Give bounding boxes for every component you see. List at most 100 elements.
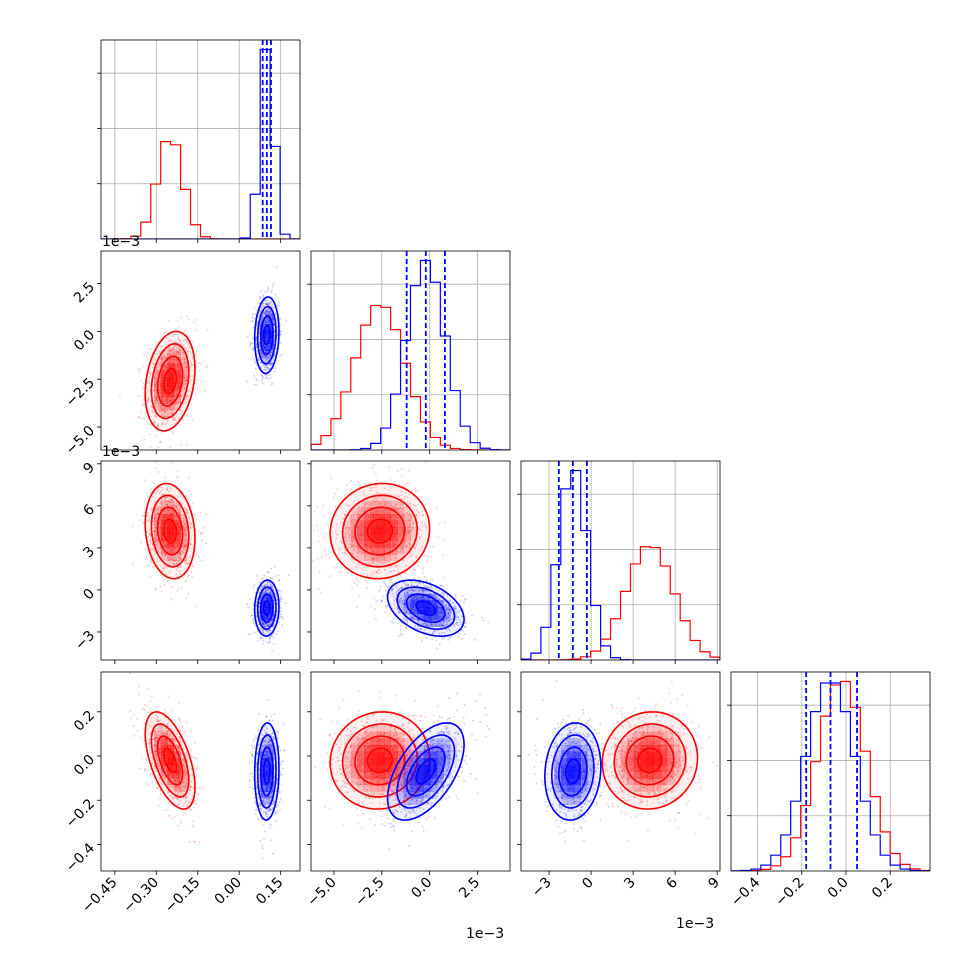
- contour-series-0: [613, 723, 687, 798]
- panel-frame: [100, 460, 301, 661]
- panel-1-1: [307, 250, 511, 454]
- contour-series-0: [150, 342, 190, 420]
- x-tick-label: 0.15: [253, 875, 286, 908]
- x-offset-label: 1e−3: [676, 916, 714, 932]
- density-cells-series-1: [397, 587, 458, 628]
- contour-series-0: [144, 710, 196, 810]
- contour-series-1: [256, 305, 277, 365]
- y-tick-label: 2.5: [71, 279, 98, 306]
- contour-series-0: [156, 506, 184, 556]
- y-tick-label: 0.0: [71, 752, 98, 779]
- x-tick-label: −0.2: [772, 875, 807, 910]
- panel-2-0: −3 0 3 6 9: [72, 460, 301, 664]
- contour-series-1: [256, 586, 277, 630]
- contour-series-0: [144, 482, 196, 580]
- contour-series-0: [354, 735, 406, 786]
- contour-series-0: [341, 723, 419, 798]
- x-tick-label: 3: [621, 875, 639, 893]
- panel-frame: [520, 671, 721, 872]
- contour-series-1: [386, 579, 465, 638]
- contour-series-0: [156, 735, 184, 786]
- y-tick-label: −2.5: [63, 375, 98, 410]
- histogram-series-0: [101, 140, 300, 239]
- contour-series-1: [386, 722, 465, 821]
- x-tick-label: −3: [529, 875, 555, 901]
- contour-series-1: [396, 586, 456, 631]
- contour-series-1: [396, 734, 456, 809]
- scatter-points: [118, 265, 288, 449]
- contour-series-1: [253, 296, 280, 375]
- contour-series-1: [405, 593, 446, 624]
- x-tick-label: 9: [705, 875, 723, 893]
- contour-series-1: [263, 600, 271, 616]
- contour-series-1: [263, 324, 271, 346]
- x-tick-label: 0.0: [825, 875, 852, 902]
- x-tick-label: 2.5: [456, 875, 483, 902]
- panel-3-3: −0.4 −0.2 0.0 0.2: [727, 671, 931, 910]
- histogram-series-1: [311, 259, 510, 450]
- contour-series-1: [557, 746, 588, 797]
- panel-3-1: −5.0 −2.5 0.0 2.5: [304, 671, 511, 910]
- panel-2-1: [307, 460, 511, 664]
- panel-frame: [730, 671, 931, 872]
- grid: [101, 40, 300, 239]
- contour-series-1: [253, 579, 280, 637]
- panel-1-0: −5.0 −2.5 0.0 2.5: [63, 250, 301, 458]
- contour-series-0: [156, 355, 184, 407]
- panel-frame: [100, 250, 301, 451]
- panel-frame: [310, 671, 511, 872]
- x-tick-label: 0: [579, 875, 597, 893]
- x-tick-label: −2.5: [352, 875, 387, 910]
- contour-series-0: [341, 494, 419, 568]
- contour-series-0: [354, 506, 406, 556]
- contour-series-0: [601, 711, 699, 810]
- contour-series-0: [144, 330, 196, 432]
- panel-frame: [520, 460, 721, 661]
- y-tick-label: 6: [80, 502, 98, 520]
- x-tick-label: 0.0: [408, 875, 435, 902]
- x-tick-label: −0.15: [162, 875, 204, 917]
- contour-series-1: [415, 758, 437, 785]
- panel-0-0: [97, 39, 301, 243]
- contour-series-0: [163, 747, 178, 774]
- y-tick-label: −0.4: [63, 840, 98, 875]
- panel-3-2: −3 0 3 6 9: [517, 671, 723, 901]
- contour-series-1: [260, 315, 274, 356]
- contour-series-1: [253, 722, 280, 821]
- contour-series-1: [256, 734, 277, 809]
- x-tick-label: −5.0: [304, 875, 339, 910]
- x-tick-label: −0.30: [120, 875, 162, 917]
- contour-series-1: [564, 758, 581, 785]
- y-tick-label: −3: [72, 628, 98, 654]
- y-offset-label: 1e−3: [102, 444, 140, 460]
- grid: [311, 251, 510, 450]
- y-tick-label: 0: [80, 586, 98, 604]
- histogram-series-1: [521, 469, 720, 660]
- contour-series-1: [550, 734, 595, 809]
- y-offset-label: 1e−3: [102, 234, 140, 250]
- y-tick-label: 9: [80, 460, 98, 478]
- x-tick-label: 6: [663, 874, 681, 892]
- contour-series-0: [366, 518, 394, 544]
- panel-frame: [310, 460, 511, 661]
- y-tick-label: −0.2: [63, 796, 98, 831]
- contour-series-0: [637, 747, 663, 774]
- x-tick-label: 0.00: [212, 875, 245, 908]
- panel-3-0: −0.45 −0.30 −0.15 0.00 0.15 −0.4 −0.2 0.0 0.2: [63, 671, 301, 917]
- y-tick-label: 0.2: [71, 708, 98, 735]
- y-tick-label: 3: [80, 544, 98, 562]
- contour-series-1: [543, 722, 602, 821]
- contour-series-0: [329, 711, 431, 810]
- x-tick-label: 0.2: [869, 875, 896, 902]
- panel-frame: [100, 671, 301, 872]
- contour-series-0: [329, 482, 431, 580]
- contour-series-0: [366, 747, 394, 774]
- contour-series-1: [260, 593, 274, 623]
- x-offset-label: 1e−3: [466, 926, 504, 942]
- panel-frame: [310, 250, 511, 451]
- contour-series-1: [263, 758, 271, 785]
- x-tick-label: −0.4: [728, 874, 763, 909]
- panel-frame: [100, 39, 301, 240]
- contour-series-1: [260, 746, 274, 797]
